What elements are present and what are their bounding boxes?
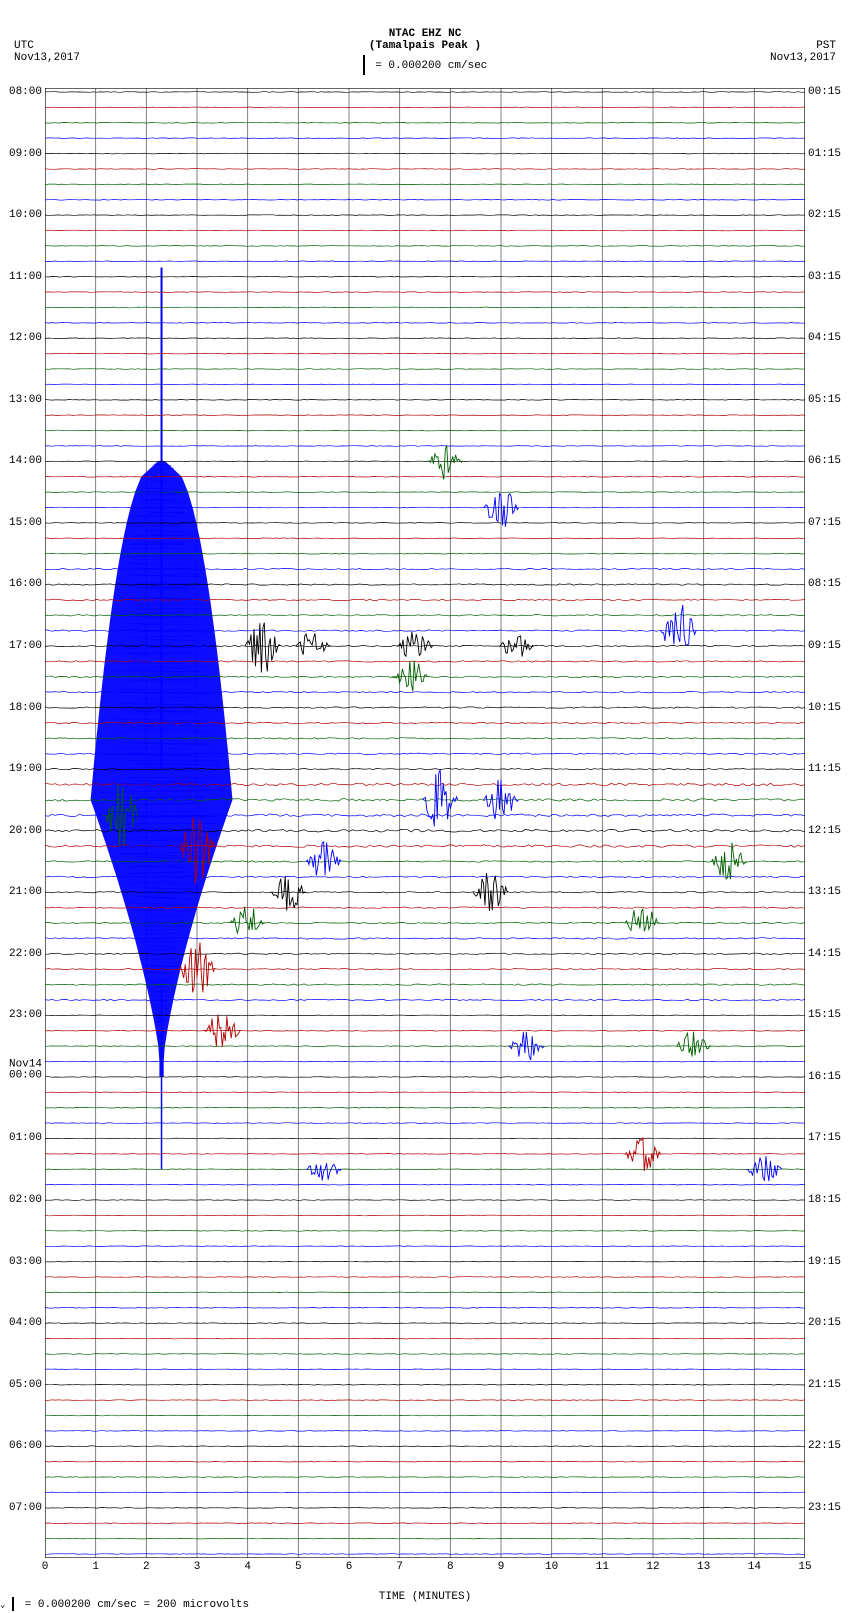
x-tick: 15 bbox=[798, 1561, 811, 1573]
footer-scale: ⌄ = 0.000200 cm/sec = 200 microvolts bbox=[0, 1597, 249, 1611]
utc-hour-label: 17:00 bbox=[9, 640, 45, 652]
pst-hour-label: 11:15 bbox=[805, 763, 841, 775]
header: NTAC EHZ NC (Tamalpais Peak ) = 0.000200… bbox=[0, 0, 850, 78]
footer-text: = 0.000200 cm/sec = 200 microvolts bbox=[25, 1599, 249, 1611]
utc-hour-label: 09:00 bbox=[9, 148, 45, 160]
x-tick: 11 bbox=[596, 1561, 609, 1573]
x-tick: 6 bbox=[346, 1561, 353, 1573]
x-tick: 10 bbox=[545, 1561, 558, 1573]
utc-hour-label: 23:00 bbox=[9, 1009, 45, 1021]
x-axis: 0123456789101112131415 bbox=[45, 1561, 805, 1591]
utc-hour-label: 02:00 bbox=[9, 1194, 45, 1206]
pst-hour-label: 18:15 bbox=[805, 1194, 841, 1206]
pst-hour-label: 10:15 bbox=[805, 702, 841, 714]
utc-hour-label: 03:00 bbox=[9, 1256, 45, 1268]
x-tick: 1 bbox=[92, 1561, 99, 1573]
pst-hour-label: 02:15 bbox=[805, 209, 841, 221]
scale-indicator: = 0.000200 cm/sec bbox=[363, 55, 488, 75]
utc-hour-label: 13:00 bbox=[9, 394, 45, 406]
pst-hour-label: 08:15 bbox=[805, 578, 841, 590]
utc-hour-label: 05:00 bbox=[9, 1379, 45, 1391]
utc-hour-label: 18:00 bbox=[9, 702, 45, 714]
x-tick: 4 bbox=[244, 1561, 251, 1573]
x-tick: 2 bbox=[143, 1561, 150, 1573]
seismogram-plot: 08:0000:1509:0001:1510:0002:1511:0003:15… bbox=[45, 88, 805, 1558]
x-tick: 5 bbox=[295, 1561, 302, 1573]
x-tick: 13 bbox=[697, 1561, 710, 1573]
x-tick: 14 bbox=[748, 1561, 761, 1573]
utc-date: Nov13,2017 bbox=[14, 52, 80, 64]
scale-bar-icon bbox=[363, 55, 365, 75]
station-title: NTAC EHZ NC (Tamalpais Peak ) = 0.000200… bbox=[0, 28, 850, 75]
utc-hour-label: 01:00 bbox=[9, 1132, 45, 1144]
pst-hour-label: 21:15 bbox=[805, 1379, 841, 1391]
pst-hour-label: 06:15 bbox=[805, 455, 841, 467]
utc-hour-label: 19:00 bbox=[9, 763, 45, 775]
pst-hour-label: 03:15 bbox=[805, 271, 841, 283]
utc-hour-label: 20:00 bbox=[9, 825, 45, 837]
utc-hour-label: 10:00 bbox=[9, 209, 45, 221]
pst-hour-label: 13:15 bbox=[805, 886, 841, 898]
pst-hour-label: 16:15 bbox=[805, 1071, 841, 1083]
pst-hour-label: 20:15 bbox=[805, 1317, 841, 1329]
x-tick: 12 bbox=[646, 1561, 659, 1573]
utc-hour-label: 14:00 bbox=[9, 455, 45, 467]
header-right: PST Nov13,2017 bbox=[770, 40, 836, 64]
utc-hour-label: 21:00 bbox=[9, 886, 45, 898]
utc-hour-label: 06:00 bbox=[9, 1440, 45, 1452]
pst-hour-label: 23:15 bbox=[805, 1502, 841, 1514]
utc-hour-label: 08:00 bbox=[9, 86, 45, 98]
utc-hour-label: 16:00 bbox=[9, 578, 45, 590]
utc-hour-label: 12:00 bbox=[9, 332, 45, 344]
pst-hour-label: 00:15 bbox=[805, 86, 841, 98]
scale-text: = 0.000200 cm/sec bbox=[375, 60, 487, 72]
pst-hour-label: 15:15 bbox=[805, 1009, 841, 1021]
station-code: NTAC EHZ NC bbox=[0, 28, 850, 40]
pst-hour-label: 19:15 bbox=[805, 1256, 841, 1268]
x-tick: 8 bbox=[447, 1561, 454, 1573]
utc-hour-label: 04:00 bbox=[9, 1317, 45, 1329]
seismogram-svg bbox=[45, 88, 805, 1558]
pst-hour-label: 05:15 bbox=[805, 394, 841, 406]
pst-hour-label: 22:15 bbox=[805, 1440, 841, 1452]
station-name: (Tamalpais Peak ) bbox=[0, 40, 850, 52]
pst-hour-label: 07:15 bbox=[805, 517, 841, 529]
pst-date: Nov13,2017 bbox=[770, 52, 836, 64]
pst-hour-label: 04:15 bbox=[805, 332, 841, 344]
pst-hour-label: 14:15 bbox=[805, 948, 841, 960]
utc-hour-label: Nov1400:00 bbox=[9, 1059, 45, 1081]
x-tick: 7 bbox=[396, 1561, 403, 1573]
utc-tz-label: UTC bbox=[14, 40, 80, 52]
header-left: UTC Nov13,2017 bbox=[14, 40, 80, 64]
pst-hour-label: 09:15 bbox=[805, 640, 841, 652]
pst-hour-label: 17:15 bbox=[805, 1132, 841, 1144]
utc-hour-label: 11:00 bbox=[9, 271, 45, 283]
x-tick: 9 bbox=[498, 1561, 505, 1573]
x-tick: 3 bbox=[194, 1561, 201, 1573]
pst-hour-label: 01:15 bbox=[805, 148, 841, 160]
utc-hour-label: 07:00 bbox=[9, 1502, 45, 1514]
pst-hour-label: 12:15 bbox=[805, 825, 841, 837]
x-tick: 0 bbox=[42, 1561, 49, 1573]
pst-tz-label: PST bbox=[770, 40, 836, 52]
utc-hour-label: 22:00 bbox=[9, 948, 45, 960]
footer-scale-bar-icon bbox=[12, 1597, 14, 1611]
utc-hour-label: 15:00 bbox=[9, 517, 45, 529]
